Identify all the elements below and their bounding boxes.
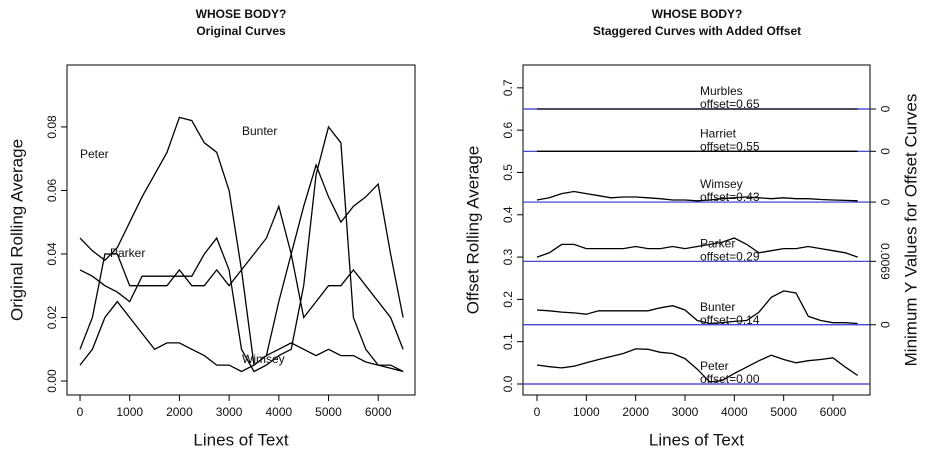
y-tick-label: 0.3	[501, 248, 515, 265]
offset-label: offset=0.14	[700, 313, 760, 327]
x-tick-label: 6000	[365, 405, 392, 419]
series-line	[536, 237, 858, 258]
series-line	[536, 290, 858, 325]
chart-title: WHOSE BODY?	[652, 7, 743, 21]
chart-title: WHOSE BODY?	[196, 7, 287, 21]
x-tick-label: 1000	[116, 405, 143, 419]
series-label: Harriet	[700, 126, 737, 140]
y-tick-label: 0.00	[45, 369, 59, 393]
series-line	[79, 204, 404, 350]
x-tick-label: 0	[77, 405, 84, 419]
series-label: Parker	[110, 246, 145, 260]
series-label: Bunter	[700, 300, 735, 314]
y-tick-label: 0.2	[501, 291, 515, 308]
y-tick-label: 0.08	[45, 115, 59, 139]
y-tick-label: 0.6	[501, 121, 515, 138]
x-axis-label: Lines of Text	[193, 430, 288, 449]
y-tick-label: 0.0	[501, 375, 515, 392]
x-axis-label: Lines of Text	[649, 430, 744, 449]
x-tick-label: 2000	[622, 405, 649, 419]
plot-frame	[66, 64, 416, 396]
x-tick-label: 3000	[672, 405, 699, 419]
y-tick-label: 0.4	[501, 206, 515, 223]
series-label: Wimsey	[242, 352, 285, 366]
x-tick-label: 2000	[166, 405, 193, 419]
y2-tick-label: 0	[878, 199, 892, 206]
y2-tick-label: 0	[878, 106, 892, 113]
plot-frame	[522, 64, 871, 396]
chart-subtitle: Original Curves	[196, 24, 286, 38]
series-label: Parker	[700, 236, 735, 250]
x-tick-label: 4000	[265, 405, 292, 419]
y2-tick-label: 0.0069	[878, 243, 892, 280]
y-tick-label: 0.06	[45, 178, 59, 202]
x-tick-label: 5000	[770, 405, 797, 419]
x-tick-label: 3000	[216, 405, 243, 419]
x-tick-label: 0	[534, 405, 541, 419]
series-line	[79, 300, 404, 373]
series-line	[79, 116, 404, 367]
series-label: Peter	[700, 359, 729, 373]
offset-label: offset=0.29	[700, 249, 760, 263]
series-label: Peter	[80, 147, 109, 161]
offset-label: offset=0.00	[700, 372, 760, 386]
y-tick-label: 0.5	[501, 164, 515, 181]
series-line	[536, 190, 858, 202]
x-tick-label: 1000	[573, 405, 600, 419]
offset-label: offset=0.43	[700, 190, 760, 204]
y2-axis-label: Minimum Y Values for Offset Curves	[901, 94, 920, 367]
y-axis-label: Offset Rolling Average	[463, 146, 482, 315]
series-line	[79, 125, 404, 373]
x-tick-label: 4000	[721, 405, 748, 419]
x-tick-label: 5000	[315, 405, 342, 419]
x-tick-label: 6000	[820, 405, 847, 419]
chart-subtitle: Staggered Curves with Added Offset	[593, 24, 801, 38]
series-label: Bunter	[242, 124, 277, 138]
offset-label: offset=0.55	[700, 139, 760, 153]
y-tick-label: 0.04	[45, 242, 59, 266]
y2-tick-label: 0	[878, 321, 892, 328]
y-tick-label: 0.02	[45, 306, 59, 330]
y2-tick-label: 0	[878, 148, 892, 155]
y-tick-label: 0.1	[501, 333, 515, 350]
series-line	[536, 348, 859, 383]
y-tick-label: 0.7	[501, 79, 515, 96]
y-axis-label: Original Rolling Average	[7, 139, 26, 321]
series-label: Murbles	[700, 84, 743, 98]
offset-label: offset=0.65	[700, 97, 760, 111]
series-label: Wimsey	[700, 177, 743, 191]
